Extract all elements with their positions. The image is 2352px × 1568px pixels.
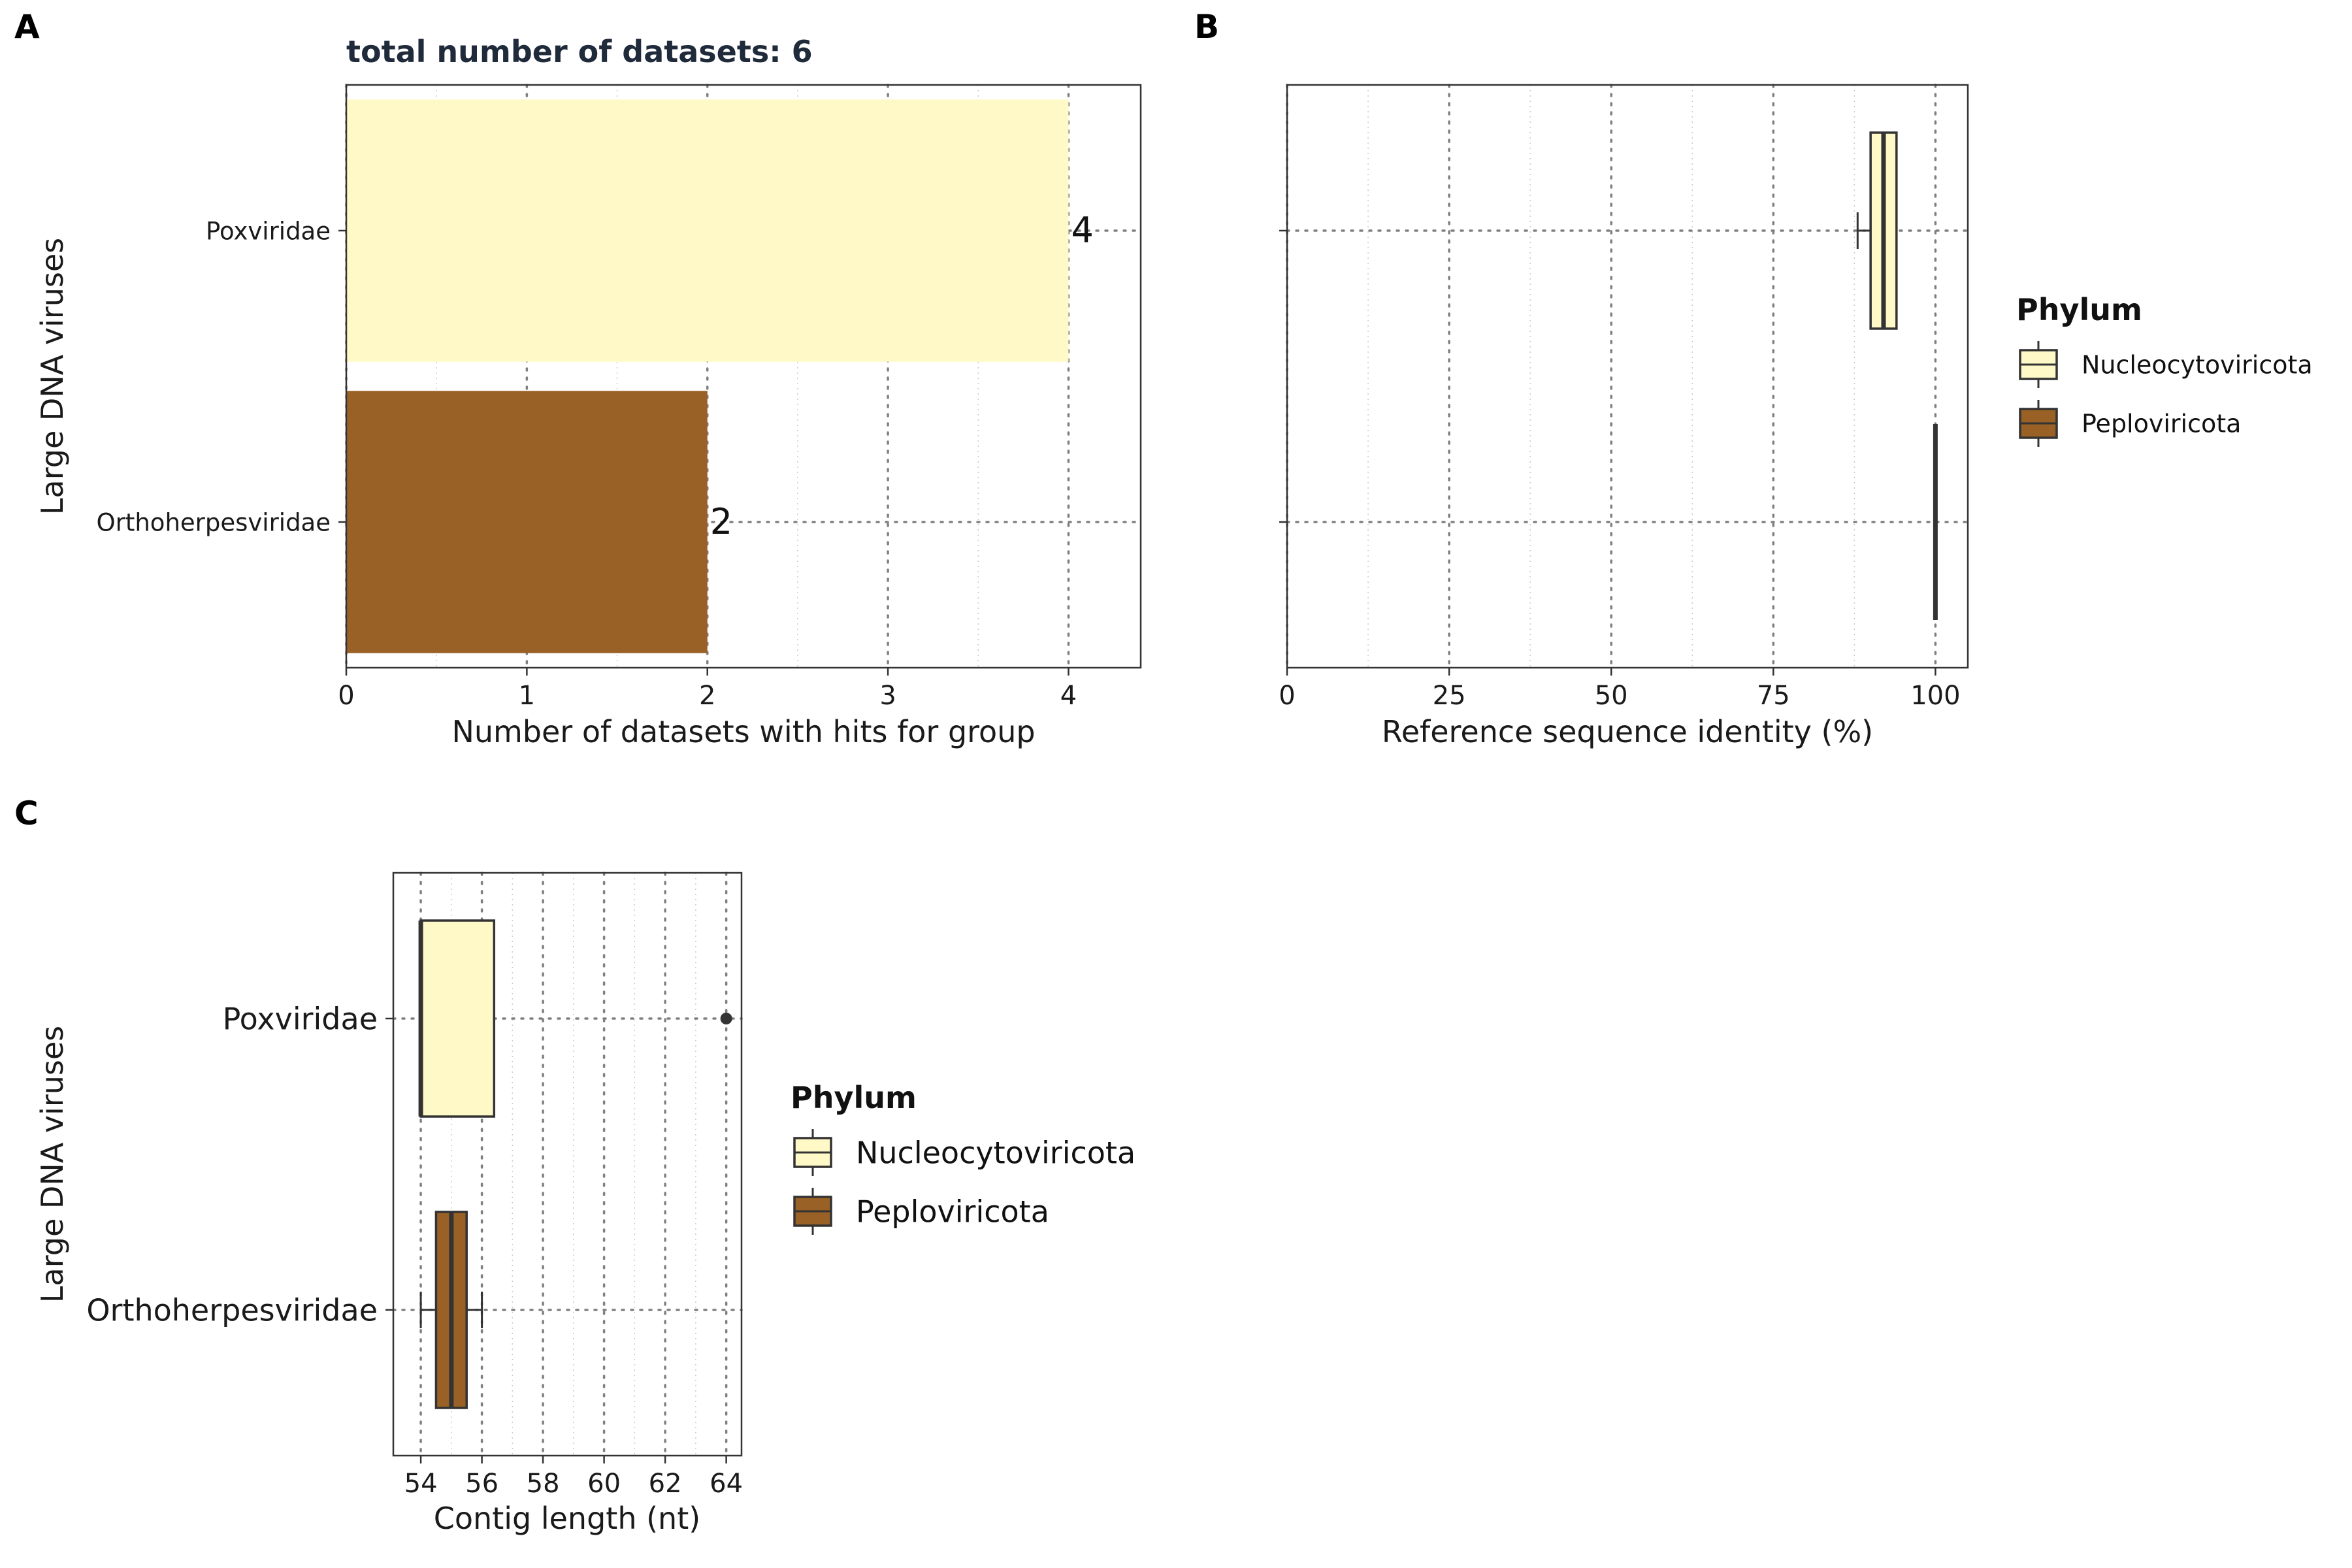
panel-a-y-tick-label-orthoherpesviridae: Orthoherpesviridae xyxy=(97,508,331,536)
panel-c-x-ticks: 54 56 58 60 62 64 xyxy=(404,1456,743,1499)
panel-c-x-tick-label-56: 56 xyxy=(465,1469,498,1499)
panel-label-b: B xyxy=(1194,8,1219,46)
panel-c-boxes xyxy=(418,919,732,1409)
panel-b-frame xyxy=(1286,84,1969,669)
panel-a-x-tick-label-3: 3 xyxy=(879,681,896,711)
panel-a-y-ticks: Orthoherpesviridae Poxviridae xyxy=(97,217,346,536)
panel-c-grid xyxy=(392,872,743,1457)
panel-label-c: C xyxy=(14,794,39,832)
bar-value-label-poxviridae: 4 xyxy=(1071,210,1093,251)
panel-b-boxes xyxy=(1856,131,1938,620)
panel-b-legend-label-nucleocytoviricota: Nucleocytoviricota xyxy=(2082,351,2313,380)
panel-c-x-tick-label-62: 62 xyxy=(649,1469,682,1499)
panel-b-x-tick-label-100: 100 xyxy=(1910,681,1960,711)
panel-b-x-tick-label-25: 25 xyxy=(1433,681,1466,711)
panel-a-x-ticks: 0 1 2 3 4 xyxy=(338,668,1077,711)
panel-c-y-axis-label: Large DNA viruses xyxy=(35,1026,70,1303)
panel-b-x-ticks: 0 25 50 75 100 xyxy=(1279,668,1961,711)
panel-c-box-poxviridae xyxy=(419,919,496,1118)
panel-a-x-tick-label-2: 2 xyxy=(699,681,715,711)
panel-a-frame xyxy=(345,84,1142,669)
panel-c-y-ticks: Orthoherpesviridae Poxviridae xyxy=(86,1002,393,1328)
panel-c-outlier-poxviridae xyxy=(720,1013,732,1024)
panel-b-x-tick-label-50: 50 xyxy=(1595,681,1628,711)
panel-b-x-tick-label-75: 75 xyxy=(1757,681,1790,711)
bar-value-label-orthoherpesviridae: 2 xyxy=(710,501,732,542)
panel-a-x-tick-label-1: 1 xyxy=(519,681,535,711)
panel-b-x-axis-label: Reference sequence identity (%) xyxy=(1382,714,1873,749)
panel-c-x-tick-label-54: 54 xyxy=(404,1469,438,1499)
panel-b-legend: Phylum Nucleocytoviricota Peploviricota xyxy=(2016,292,2313,447)
bar-orthoherpesviridae xyxy=(346,391,708,653)
panel-b: 0 25 50 75 100 Reference sequence identity (… xyxy=(1279,84,2313,749)
panel-c-x-tick-label-64: 64 xyxy=(710,1469,743,1499)
panel-c: 54 56 58 60 62 64 Orthoherpesviridae Poxvirida… xyxy=(35,872,1135,1536)
panel-c-y-tick-label-orthoherpesviridae: Orthoherpesviridae xyxy=(86,1293,378,1328)
panel-label-a: A xyxy=(14,8,40,46)
panel-a-x-axis-label: Number of datasets with hits for group xyxy=(451,714,1035,749)
panel-a-y-axis-label: Large DNA viruses xyxy=(35,238,70,515)
panel-c-legend: Phylum Nucleocytoviricota Peploviricota xyxy=(791,1080,1135,1235)
panel-a-x-tick-label-4: 4 xyxy=(1060,681,1077,711)
panel-c-y-tick-label-poxviridae: Poxviridae xyxy=(223,1002,378,1037)
panel-b-legend-label-peploviricota: Peploviricota xyxy=(2082,410,2241,438)
panel-c-x-tick-label-58: 58 xyxy=(527,1469,560,1499)
panel-a-y-tick-label-poxviridae: Poxviridae xyxy=(206,217,331,245)
panel-c-legend-title: Phylum xyxy=(791,1080,917,1115)
panel-c-frame xyxy=(392,872,743,1457)
panel-a-title: total number of datasets: 6 xyxy=(346,34,813,69)
panel-c-legend-label-peploviricota: Peploviricota xyxy=(856,1194,1049,1230)
panel-c-x-axis-label: Contig length (nt) xyxy=(434,1501,700,1536)
panel-c-legend-label-nucleocytoviricota: Nucleocytoviricota xyxy=(856,1135,1135,1171)
panel-a-x-tick-label-0: 0 xyxy=(338,681,354,711)
panel-a-bars: 24 xyxy=(346,99,1094,653)
panel-b-y-ticks xyxy=(1279,229,1287,523)
panel-c-x-tick-label-60: 60 xyxy=(587,1469,621,1499)
panel-b-x-tick-label-0: 0 xyxy=(1279,681,1295,711)
panel-b-legend-title: Phylum xyxy=(2016,292,2142,327)
bar-poxviridae xyxy=(346,99,1069,362)
